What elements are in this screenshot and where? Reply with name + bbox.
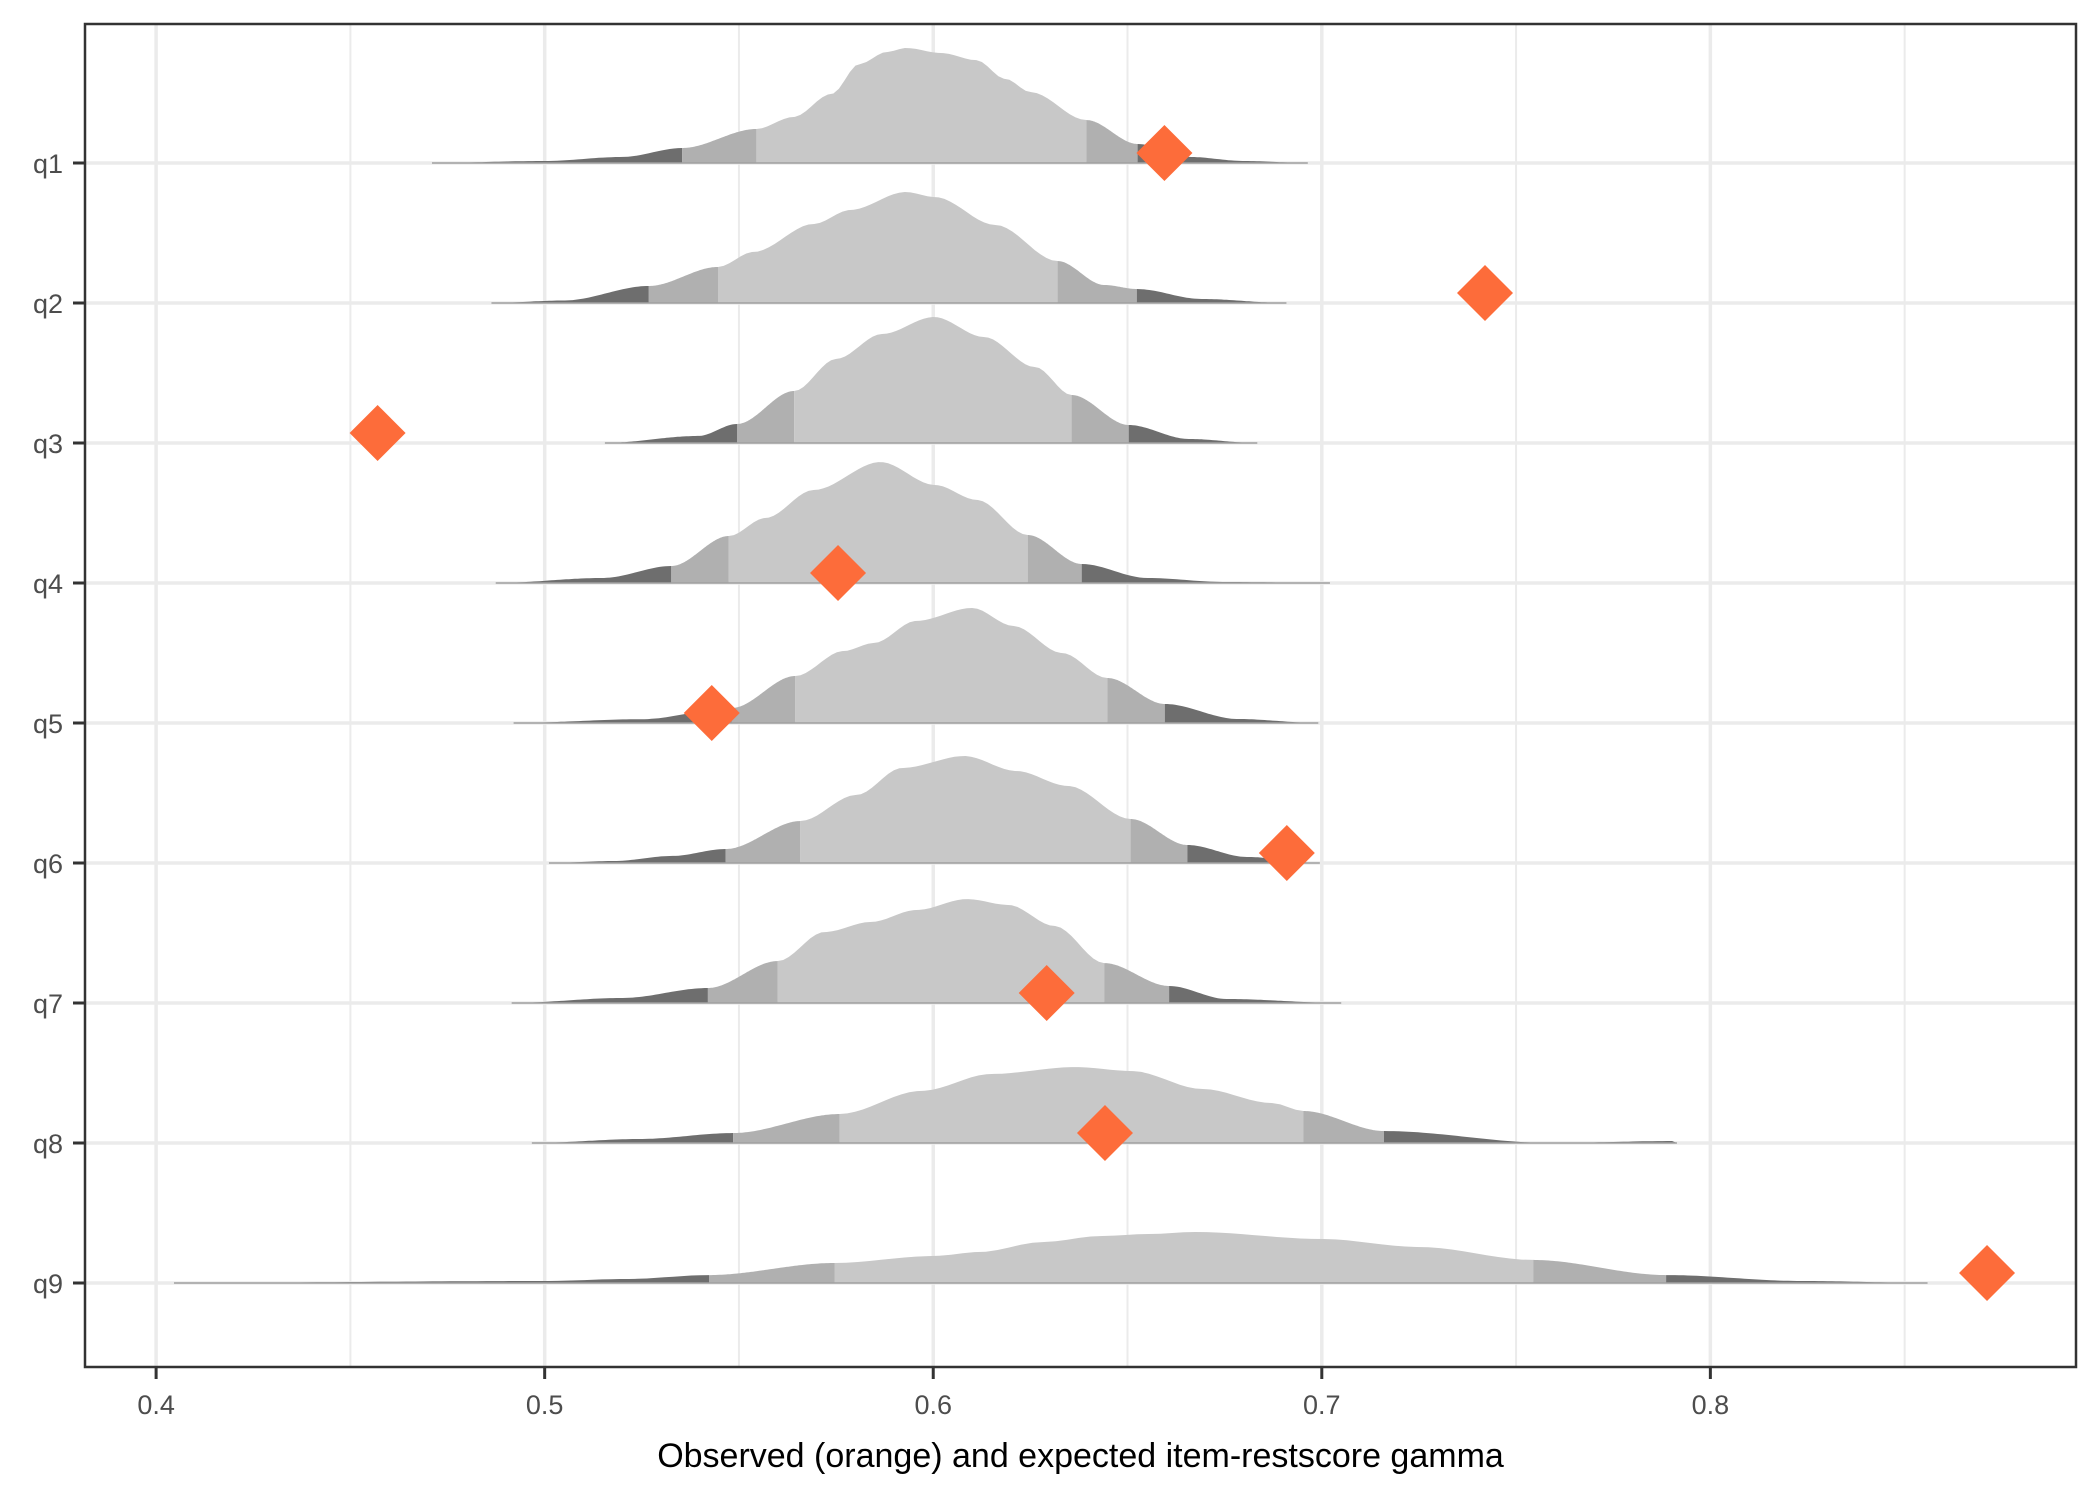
y-tick-label: q9 [33,1269,63,1299]
y-axis: q1 q2 q3 q4 q5 q6 q7 q8 q9 [33,149,85,1299]
ridge-inner [800,756,1131,863]
x-tick-label: 0.5 [526,1390,564,1420]
ridge-tail-right [1187,845,1320,863]
observed-diamond-q2 [1456,265,1513,321]
ridge-middle-right [1086,120,1138,163]
ridge-tail-right [1136,289,1287,303]
y-tick-label: q2 [33,289,63,319]
y-tick-label: q6 [33,849,63,879]
ridge-tail-right [1169,986,1342,1003]
ridge-tail-left [531,1133,734,1143]
x-axis-title: Observed (orange) and expected item-rest… [657,1437,1504,1475]
observed-diamond-q5 [683,685,740,741]
ridge-middle-right [1533,1259,1667,1283]
ridge-tail-left [513,708,732,723]
observed-points [349,125,2016,1301]
ridge-middle-left [671,536,729,583]
observed-diamond-q4 [810,545,867,601]
ridge-tail-right [1384,1131,1677,1143]
observed-diamond-q6 [1258,825,1315,881]
ridge-inner [756,48,1087,163]
ridge-middle-left [648,267,718,303]
y-tick-label: q1 [33,149,63,179]
ridge-middle-left [707,961,778,1003]
ridge-inner [777,899,1105,1003]
ridge-q4 [495,462,1330,584]
y-tick-label: q5 [33,709,63,739]
ridge-tail-right [1666,1275,1928,1283]
ridge-tail-left [432,148,683,163]
ridge-inner [839,1067,1304,1143]
panel-border [83,22,2078,1369]
ridge-inner [728,462,1028,583]
ridge-middle-left [709,1263,835,1283]
ridge-tail-left [495,566,672,583]
ridge-middle-right [1303,1111,1384,1143]
ridge-q3 [604,317,1258,444]
ridge-tail-left [604,424,737,443]
ridge-inner [834,1232,1534,1283]
ridge-middle-left [731,676,796,723]
ridge-tail-left [548,849,726,863]
ridge-q9 [173,1232,1928,1284]
x-tick-label: 0.8 [1692,1390,1730,1420]
ridge-inner [718,192,1058,303]
ridge-tail-left [491,286,649,303]
x-tick-label: 0.4 [137,1390,175,1420]
ridge-tail-left [174,1275,709,1283]
y-tick-label: q7 [33,989,63,1019]
ridge-tail-left [511,988,708,1003]
ridge-q5 [513,608,1319,724]
ridge-inner [794,317,1072,443]
ridge-middle-right [1071,395,1129,443]
ridge-tail-right [1128,425,1258,443]
ridge-inner [795,608,1108,723]
observed-diamond-q9 [1959,1245,2016,1301]
x-tick-label: 0.6 [914,1390,952,1420]
ridge-middle-left [725,821,801,863]
ridge-middle-left [682,129,757,163]
ridge-middle-right [1130,819,1188,863]
ridge-middle-right [1027,535,1082,583]
ridge-tail-right [1164,704,1319,723]
y-tick-label: q8 [33,1129,63,1159]
ridge-middle-left [737,391,795,443]
ridge-middle-right [1107,678,1165,723]
ridges [173,48,1928,1284]
observed-diamond-q3 [349,405,406,461]
observed-diamond-q7 [1018,965,1075,1021]
ridge-tail-right [1081,564,1330,583]
y-tick-label: q3 [33,429,63,459]
observed-diamond-q8 [1076,1105,1133,1161]
ridge-middle-left [733,1114,840,1143]
ridge-q6 [548,756,1320,864]
ridge-q2 [491,192,1287,304]
ridge-q8 [531,1067,1677,1144]
observed-diamond-q1 [1136,125,1193,181]
ridge-q7 [511,899,1342,1004]
y-tick-label: q4 [33,569,63,599]
ridge-middle-right [1104,963,1170,1003]
x-axis: 0.4 0.5 0.6 0.7 0.8 [137,1367,1729,1420]
ridge-middle-right [1057,261,1137,303]
x-tick-label: 0.7 [1303,1390,1341,1420]
